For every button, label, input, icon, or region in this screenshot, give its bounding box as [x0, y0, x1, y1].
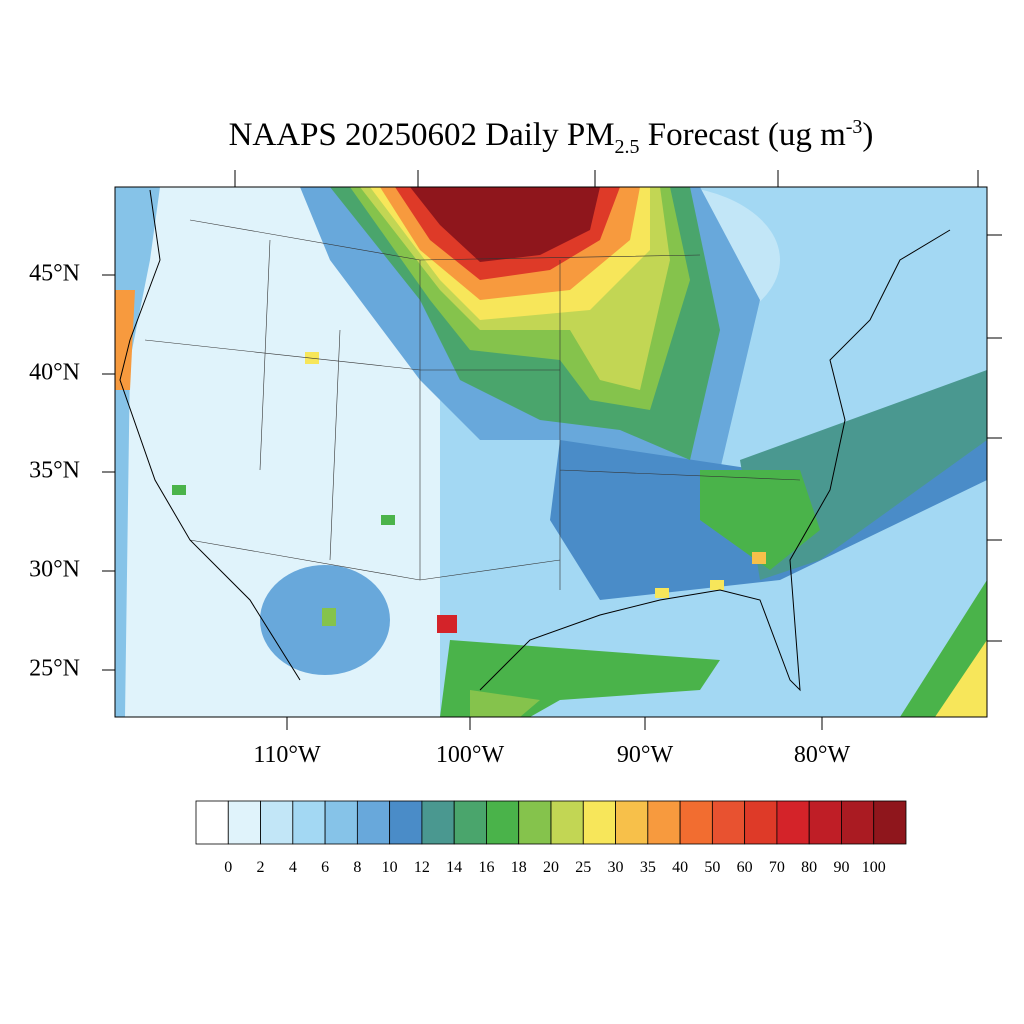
- colorbar-label: 70: [769, 859, 785, 876]
- colorbar-label: 60: [737, 859, 753, 876]
- title-superscript: -3: [846, 116, 863, 138]
- title-subscript: 2.5: [615, 136, 640, 158]
- colorbar-box: [453, 800, 487, 845]
- colorbar-box: [841, 800, 875, 845]
- colorbar-label: 25: [575, 859, 591, 876]
- colorbar-label: 10: [382, 859, 398, 876]
- colorbar-box: [486, 800, 520, 845]
- title-close: ): [862, 117, 873, 153]
- colorbar-label: 50: [704, 859, 720, 876]
- colorbar-label: 14: [446, 859, 462, 876]
- colorbar-label: 2: [257, 859, 265, 876]
- colorbar-box: [195, 800, 229, 845]
- colorbar-box: [744, 800, 778, 845]
- lat-label: 35°N: [29, 458, 80, 484]
- colorbar-label: 8: [353, 859, 361, 876]
- colorbar-label: 16: [478, 859, 494, 876]
- colorbar-box: [324, 800, 358, 845]
- lon-label: 110°W: [253, 742, 321, 768]
- colorbar-box: [356, 800, 391, 845]
- colorbar-box: [873, 800, 907, 845]
- lat-label: 30°N: [29, 557, 80, 583]
- colorbar-box: [679, 800, 713, 845]
- colorbar-box: [808, 800, 842, 845]
- colorbar-label: 0: [224, 859, 232, 876]
- colorbar-label: 12: [414, 859, 430, 876]
- colorbar-box: [389, 800, 423, 845]
- colorbar-label: 35: [640, 859, 656, 876]
- colorbar-label: 90: [833, 859, 849, 876]
- colorbar-label: 30: [608, 859, 624, 876]
- map-axes: 45°N 40°N 35°N 30°N 25°N 110°W 100°W 90°W 80°W: [29, 170, 1002, 768]
- colorbar-box: [550, 800, 584, 845]
- colorbar-box: [582, 800, 616, 845]
- title-rest: Forecast (ug m: [640, 117, 847, 153]
- colorbar-box: [518, 800, 552, 845]
- colorbar-box: [421, 800, 455, 845]
- colorbar-label: 80: [801, 859, 817, 876]
- colorbar-label: 6: [321, 859, 329, 876]
- lat-label: 40°N: [29, 360, 80, 386]
- colorbar-label: 20: [543, 859, 559, 876]
- colorbar-box: [260, 800, 294, 845]
- colorbar: 0 2 4 6 8 10 12 14 16 18 20 25 30 35 40 50 60 70 80 90 100: [195, 800, 907, 876]
- pm-field: [115, 187, 987, 717]
- colorbar-box: [711, 800, 746, 845]
- lat-label: 25°N: [29, 656, 80, 682]
- colorbar-box: [647, 800, 681, 845]
- map-frame: [114, 186, 988, 718]
- colorbar-label: 4: [289, 859, 297, 876]
- colorbar-box: [227, 800, 261, 845]
- colorbar-label: 40: [672, 859, 688, 876]
- colorbar-box: [776, 800, 810, 845]
- title-main: NAAPS 20250602 Daily PM: [229, 117, 615, 153]
- colorbar-label: 100: [862, 859, 886, 876]
- colorbar-label: 18: [511, 859, 527, 876]
- lon-label: 100°W: [436, 742, 505, 768]
- colorbar-box: [292, 800, 326, 845]
- title: NAAPS 20250602 Daily PM2.5 Forecast (ug …: [229, 116, 874, 158]
- lat-label: 45°N: [29, 261, 80, 287]
- lon-label: 90°W: [617, 742, 674, 768]
- colorbar-box: [615, 800, 649, 845]
- lon-label: 80°W: [794, 742, 851, 768]
